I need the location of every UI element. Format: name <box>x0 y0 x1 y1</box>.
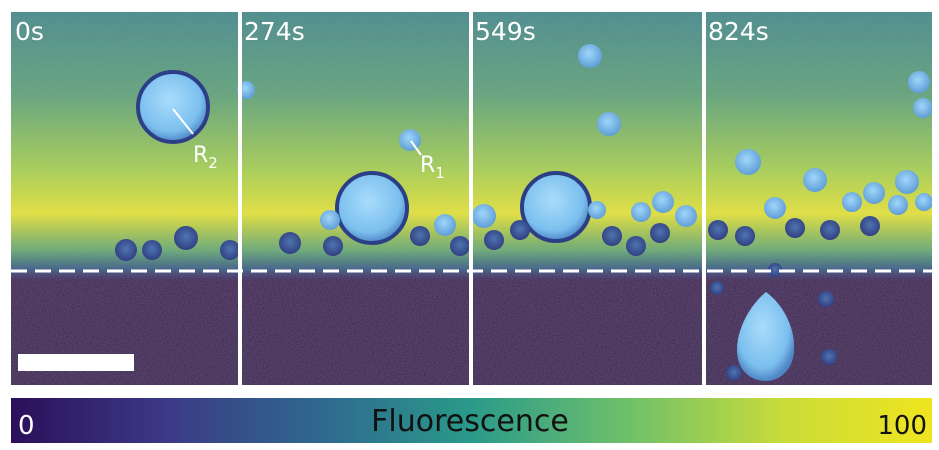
droplet <box>888 195 908 215</box>
panel-1-time-label: 0s <box>15 17 44 46</box>
droplet <box>142 240 162 260</box>
large-droplet <box>520 171 592 243</box>
droplet <box>908 71 930 93</box>
colorbar-gradient <box>11 398 932 443</box>
droplet <box>860 216 880 236</box>
colorbar-min-label: 0 <box>18 411 35 441</box>
droplet <box>597 112 621 136</box>
droplet <box>650 223 670 243</box>
r2-annotation: R2 <box>172 108 218 172</box>
droplet <box>320 210 340 230</box>
panel-3-droplets <box>472 44 697 256</box>
r1-label: R1 <box>420 153 445 182</box>
falling-droplet <box>736 292 795 381</box>
droplet <box>588 201 606 219</box>
droplet <box>174 226 198 250</box>
panel-4-time-label: 824s <box>708 17 769 46</box>
droplet <box>410 226 430 246</box>
panel-divider <box>702 12 706 385</box>
large-droplet <box>136 70 210 144</box>
droplet <box>675 205 697 227</box>
r1-radius-line <box>410 140 422 156</box>
panel-3-time-label: 549s <box>475 17 536 46</box>
droplet <box>764 197 786 219</box>
droplet <box>863 182 885 204</box>
droplet <box>472 204 496 228</box>
large-droplet <box>335 171 409 245</box>
panel-4-droplets <box>708 71 932 381</box>
droplet <box>602 226 622 246</box>
colorbar: 0 Fluorescence 100 <box>11 398 932 443</box>
panel-1-droplets <box>115 70 240 261</box>
droplet <box>626 236 646 256</box>
droplet <box>768 263 782 277</box>
droplet <box>434 214 456 236</box>
droplet <box>915 193 932 211</box>
droplet <box>115 239 137 261</box>
droplet <box>708 220 728 240</box>
droplet <box>279 232 301 254</box>
droplet <box>895 170 919 194</box>
droplet <box>631 202 651 222</box>
droplet <box>803 168 827 192</box>
droplet <box>735 226 755 246</box>
panel-divider <box>238 12 242 385</box>
droplet <box>735 149 761 175</box>
droplet <box>484 230 504 250</box>
panel-divider <box>469 12 473 385</box>
droplet <box>399 129 421 151</box>
droplet <box>821 349 837 365</box>
droplet <box>842 192 862 212</box>
droplet <box>710 281 724 295</box>
image-field <box>11 12 932 385</box>
droplet <box>652 191 674 213</box>
droplet <box>818 291 834 307</box>
panel-2-time-label: 274s <box>244 17 305 46</box>
r2-label: R2 <box>193 143 218 172</box>
scale-bar <box>18 354 134 371</box>
r2-radius-line <box>172 108 194 135</box>
droplet <box>450 236 470 256</box>
droplet <box>220 240 240 260</box>
r1-annotation: R1 <box>410 140 445 182</box>
colorbar-max-label: 100 <box>877 411 927 441</box>
droplet <box>913 98 932 118</box>
droplet <box>726 365 742 381</box>
droplet <box>510 220 530 240</box>
droplet <box>323 236 343 256</box>
colorbar-title: Fluorescence <box>371 404 569 439</box>
droplet <box>820 220 840 240</box>
droplet <box>578 44 602 68</box>
droplet <box>785 218 805 238</box>
